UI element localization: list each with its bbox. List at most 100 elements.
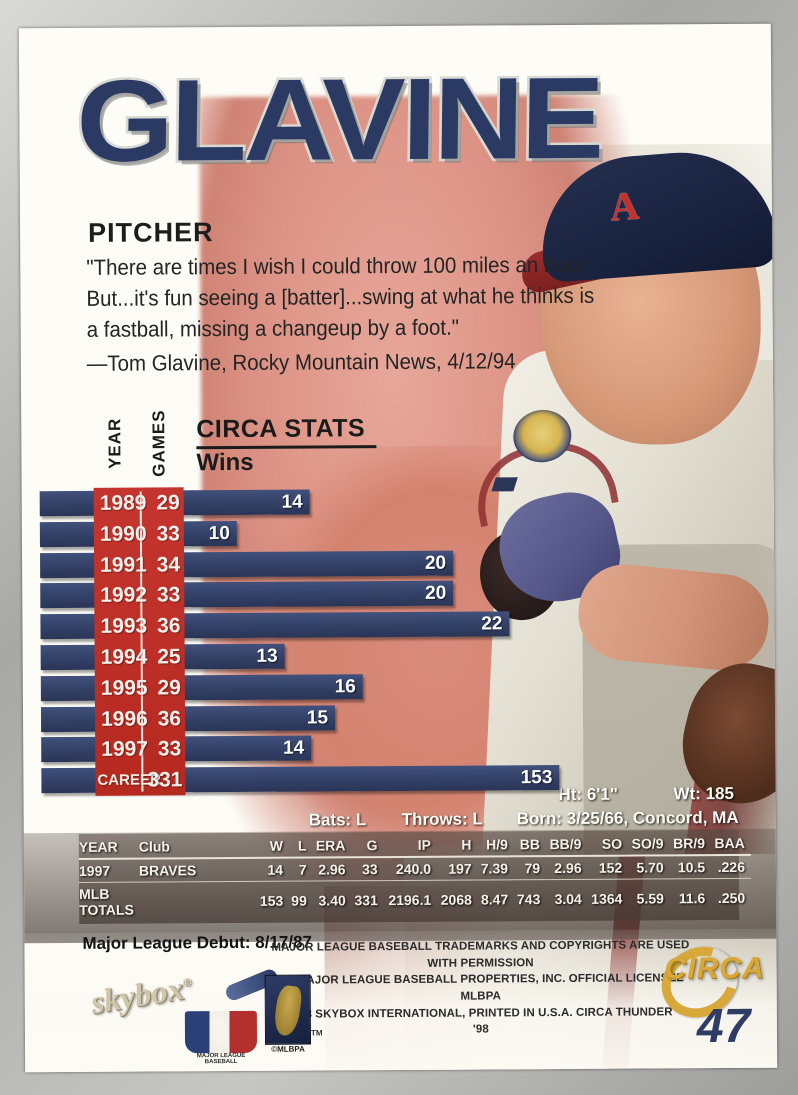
chart-title: CIRCA STATS [196,414,377,450]
quote-line-3: a fastball, missing a changeup by a foot… [86,315,460,343]
table-column-header: BAA [714,834,745,852]
table-body: 1997 BRAVES 14 7 2.96 33 240.0 197 7.39 79 2.96 152… [78,854,752,921]
chart-row-year: 1996 [100,707,148,731]
chart-bar-value: 13 [256,645,278,667]
table-column-header: BB/9 [549,835,582,853]
chart-row-games: 34 [156,552,181,577]
table-cell-value: 7.39 [480,860,509,877]
table-cell-year: MLB TOTALS [79,885,134,918]
table-column-header: IP [417,836,431,853]
chart-bar: 16 [40,673,363,701]
circa-stats-chart: CIRCA STATS Wins YEAR GAMES 14 1989 29 10 19… [21,402,775,817]
chart-row-games: 33 [156,522,180,546]
table-cell-value: 79 [524,860,541,877]
career-stats-table: YEAR Club W L ERA G IP H H/9 BB BB/9 SO SO/9 BR/9 BAA … [78,831,752,921]
chart-bar-value: 20 [424,552,447,574]
table-cell-value: .226 [717,858,746,876]
table-cell-club [139,881,257,920]
table-column-header: W [269,837,283,854]
chart-row-year: 1993 [100,614,148,639]
table-cell-value: 5.70 [636,859,664,876]
table-cell-value: 3.04 [554,890,582,908]
table-cell-value: 2068 [440,891,472,908]
chart-col-header-year: YEAR [105,417,125,470]
mlb-batter-silhouette-icon [207,1015,231,1047]
quote-line-1: "There are times I wish I could throw 10… [86,251,590,280]
chart-row-games: 29 [157,676,181,700]
table-row: MLB TOTALS 153 99 3.40 331 2196.1 2068 8.47 743 3… [79,878,751,921]
legal-line-2: OF MAJOR LEAGUE BASEBALL PROPERTIES, INC… [277,972,685,1003]
table-column-header: ERA [315,837,346,854]
chart-row-year: 1991 [100,553,147,577]
table-cell-value: 8.47 [480,891,509,908]
baseball-card-back: A GLAVINE PITCHER "There are times I wis… [18,23,778,1073]
trademark-mark-icon: TM [310,1028,323,1038]
table-column-header: SO/9 [631,835,664,852]
table-cell-value: 2196.1 [388,891,432,909]
table-cell-value: 33 [362,861,378,878]
chart-row-games: 331 [147,768,183,792]
chart-bar-value: 153 [520,767,553,789]
chart-row-year: CAREER [97,771,161,790]
height-value: Ht: 6'1" [558,784,618,805]
table-cell-value: 1364 [591,890,623,907]
position-label: PITCHER [87,217,214,248]
table-column-header: Club [138,838,170,855]
page-title: GLAVINE [73,50,605,188]
player-quote: "There are times I wish I could throw 10… [86,249,594,379]
table-column-header: BB [519,836,541,853]
table-cell-value: 331 [354,892,378,909]
chart-row-games: 25 [157,645,181,669]
chart-row-games: 36 [157,706,182,731]
table-cell-value: 153 [259,892,284,909]
table-column-header: SO [601,835,623,852]
table-column-header: YEAR [78,838,118,855]
mlbpa-logo-icon [264,974,312,1045]
table-cell-value: .250 [717,889,746,907]
table-cell-value: 743 [516,891,541,908]
table-cell-value: 2.96 [554,859,582,877]
table-cell-club: BRAVES [138,862,197,879]
table-cell-value: 197 [448,860,472,877]
chart-row-games: 33 [157,737,182,761]
born-value: Born: 3/25/66, Concord, MA [516,807,739,829]
throws-value: Throws: L [401,809,483,829]
chart-bar: 15 [40,704,336,732]
legal-text: MAJOR LEAGUE BASEBALL TRADEMARKS AND COP… [270,937,691,1040]
table-column-header: BR/9 [673,835,706,852]
table-cell-value: 11.6 [678,890,706,907]
braves-a-logo: A [608,182,641,230]
chart-row-year: 1995 [100,676,148,700]
chart-bar-value: 14 [281,491,303,513]
chart-bar-value: 20 [425,583,447,605]
mlb-logo-caption: MAJOR LEAGUE BASEBALL [196,1052,246,1066]
table-cell-year: 1997 [78,862,111,879]
table-cell-value: 14 [267,861,284,878]
mlbpa-logo-caption: ©MLBPA [271,1044,305,1054]
chart-row-games: 33 [156,583,181,607]
chart-bar-value: 15 [306,707,329,729]
chart-row-year: 1994 [100,645,148,669]
table-cell-value: 7 [298,861,307,878]
legal-line-1: MAJOR LEAGUE BASEBALL TRADEMARKS AND COP… [271,939,690,970]
mlbpa-batter-icon [272,984,304,1038]
chart-row-year: 1992 [100,583,148,608]
table-column-header: L [297,837,307,854]
legal-line-3: ©1998 SKYBOX INTERNATIONAL, PRINTED IN U… [277,1005,685,1036]
card-number: 47 [696,999,751,1054]
table-column-header: G [366,837,378,854]
table-cell-value: 3.40 [318,892,346,909]
weight-value: Wt: 185 [673,783,735,804]
chart-row-year: 1989 [99,491,147,515]
chart-subtitle: Wins [196,448,254,477]
table-cell-value: 2.96 [318,861,346,878]
mlb-logo-icon [184,1010,258,1054]
table-cell-value: 10.5 [677,859,706,876]
table-column-header: H/9 [486,836,508,853]
chart-row-year: 1997 [101,737,149,762]
chart-col-header-games: GAMES [149,409,169,477]
table-cell-value: 240.0 [395,860,432,878]
chart-row-games: 36 [157,614,181,638]
chart-bar-value: 22 [481,613,503,635]
